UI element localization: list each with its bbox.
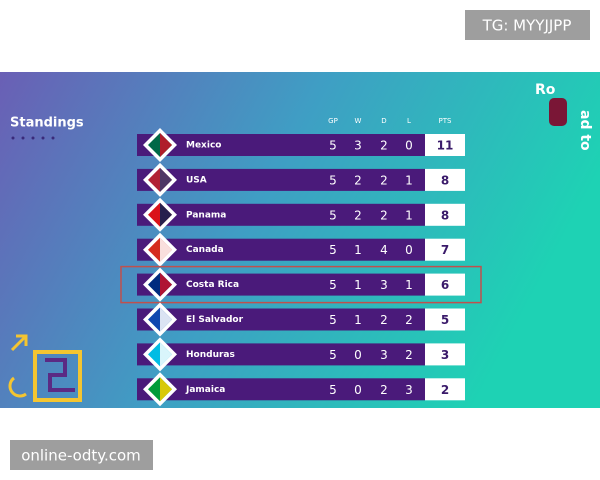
points: 8 bbox=[441, 173, 449, 187]
column-header: D bbox=[381, 117, 386, 125]
flag bbox=[160, 342, 172, 367]
stat: 5 bbox=[329, 383, 337, 397]
watermark-top: TG: MYYJJPP bbox=[482, 17, 572, 35]
stat: 1 bbox=[405, 278, 413, 292]
stat: 5 bbox=[329, 313, 337, 327]
points-box bbox=[425, 308, 465, 331]
column-header: W bbox=[355, 117, 362, 125]
highlight bbox=[120, 265, 482, 304]
row-bar bbox=[137, 273, 425, 296]
stat: 2 bbox=[380, 173, 388, 187]
row-bar bbox=[137, 238, 425, 261]
stat: 1 bbox=[354, 243, 362, 257]
logo-text: Ro bbox=[535, 82, 556, 98]
stat: 5 bbox=[329, 348, 337, 362]
stat: 2 bbox=[405, 313, 413, 327]
stat: 3 bbox=[354, 139, 362, 153]
stat: 1 bbox=[405, 208, 413, 222]
team-name: Canada bbox=[186, 245, 224, 255]
flag bbox=[160, 133, 172, 157]
stat: 4 bbox=[380, 243, 388, 257]
dots bbox=[11, 136, 55, 140]
points-box bbox=[425, 343, 465, 366]
trophy-logo bbox=[549, 98, 567, 126]
stat: 1 bbox=[354, 278, 362, 292]
stat: 1 bbox=[405, 173, 413, 187]
stat: 2 bbox=[405, 348, 413, 362]
watermark-box bbox=[10, 440, 153, 470]
row-bar bbox=[137, 168, 425, 191]
points-box bbox=[425, 168, 465, 191]
points-box bbox=[425, 238, 465, 261]
points: 2 bbox=[441, 383, 449, 397]
stat: 0 bbox=[405, 139, 413, 153]
points: 11 bbox=[437, 139, 454, 153]
stat: 2 bbox=[380, 139, 388, 153]
points: 5 bbox=[441, 313, 449, 327]
flag bbox=[160, 202, 172, 227]
stat: 3 bbox=[380, 348, 388, 362]
watermark-box bbox=[465, 10, 590, 40]
standings-title: Standings bbox=[10, 116, 84, 131]
row-bar bbox=[137, 308, 425, 331]
team-name: Panama bbox=[186, 210, 226, 220]
points: 3 bbox=[441, 348, 449, 362]
stat: 2 bbox=[354, 208, 362, 222]
flag bbox=[160, 307, 172, 332]
team-name: Honduras bbox=[186, 350, 235, 360]
stat: 0 bbox=[354, 383, 362, 397]
row-bar bbox=[137, 203, 425, 226]
stat: 1 bbox=[354, 313, 362, 327]
column-header: PTS bbox=[439, 117, 452, 125]
column-header: GP bbox=[328, 117, 338, 125]
points-box bbox=[425, 273, 465, 296]
corner-graphic bbox=[8, 334, 82, 402]
row-bar bbox=[137, 134, 425, 156]
stat: 2 bbox=[380, 383, 388, 397]
team-name: Jamaica bbox=[185, 385, 225, 395]
watermark-bottom: online-odty.com bbox=[21, 447, 141, 465]
stat: 5 bbox=[329, 278, 337, 292]
points: 7 bbox=[441, 243, 449, 257]
stat: 0 bbox=[405, 243, 413, 257]
stat: 2 bbox=[380, 208, 388, 222]
team-name: USA bbox=[186, 175, 207, 185]
flag bbox=[160, 377, 172, 402]
stat: 2 bbox=[380, 313, 388, 327]
row-bar bbox=[137, 343, 425, 366]
stat: 0 bbox=[354, 348, 362, 362]
points-box bbox=[425, 134, 465, 156]
points: 8 bbox=[441, 208, 449, 222]
stat: 5 bbox=[329, 208, 337, 222]
flag bbox=[160, 167, 172, 192]
team-name: El Salvador bbox=[186, 315, 244, 325]
stat: 5 bbox=[329, 243, 337, 257]
stat: 2 bbox=[354, 173, 362, 187]
stat: 5 bbox=[329, 173, 337, 187]
points-box bbox=[425, 203, 465, 226]
points-box bbox=[425, 378, 465, 401]
column-header: L bbox=[407, 117, 411, 125]
logo-text-side: ad to bbox=[577, 110, 593, 151]
team-name: Mexico bbox=[186, 141, 221, 151]
stat: 3 bbox=[405, 383, 413, 397]
stat: 5 bbox=[329, 139, 337, 153]
stat: 3 bbox=[380, 278, 388, 292]
flag bbox=[160, 237, 172, 262]
row-bar bbox=[137, 378, 425, 401]
team-name: Costa Rica bbox=[186, 280, 239, 290]
points: 6 bbox=[441, 278, 449, 292]
flag bbox=[160, 272, 172, 297]
